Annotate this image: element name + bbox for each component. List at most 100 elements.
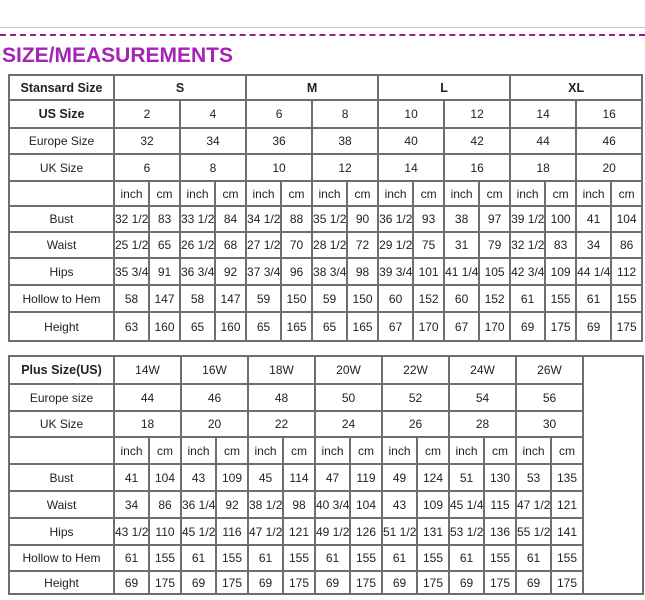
europe-size-value: 54 xyxy=(448,383,517,412)
measurement-value: 61 xyxy=(247,544,284,572)
unit-cm: cm xyxy=(148,436,182,465)
plus-size-value: 20W xyxy=(314,355,383,385)
unit-inch: inch xyxy=(247,436,284,465)
measurement-value: 124 xyxy=(416,463,450,492)
measurement-value: 175 xyxy=(483,570,517,595)
measurement-value: 35 3/4 xyxy=(113,257,150,286)
measurement-value: 175 xyxy=(349,570,383,595)
measurement-value: 147 xyxy=(148,284,181,313)
measurement-value: 79 xyxy=(478,231,512,259)
top-divider xyxy=(0,27,645,28)
uk-size-value: 20 xyxy=(575,153,644,182)
europe-size-value: 32 xyxy=(113,127,181,155)
measurement-value: 59 xyxy=(311,284,349,313)
measurement-value: 68 xyxy=(213,231,248,259)
us-size-value: 2 xyxy=(113,99,181,129)
measurement-value: 39 1/2 xyxy=(509,205,547,233)
unit-inch: inch xyxy=(377,180,415,207)
measurement-row-height: Height 63 160 65 160 65 165 65 165 67 170 67 170 69 17… xyxy=(8,311,644,342)
measurement-value: 61 xyxy=(180,544,217,572)
measurement-label: Waist xyxy=(8,231,115,259)
measurement-value: 47 1/2 xyxy=(247,517,284,546)
measurement-value: 42 3/4 xyxy=(509,257,547,286)
measurement-value: 36 3/4 xyxy=(179,257,216,286)
europe-size-label: Europe size xyxy=(8,383,115,412)
measurement-value: 61 xyxy=(314,544,351,572)
plus-size-value: 24W xyxy=(448,355,517,385)
measurement-value: 41 1/4 xyxy=(443,257,481,286)
measurement-value: 36 1/4 xyxy=(180,490,217,519)
plus-size-label: Plus Size(US) xyxy=(8,355,115,385)
measurement-value: 51 1/2 xyxy=(381,517,418,546)
europe-size-value: 46 xyxy=(180,383,249,412)
measurement-value: 130 xyxy=(483,463,517,492)
unit-inch: inch xyxy=(575,180,613,207)
measurement-value: 39 3/4 xyxy=(377,257,415,286)
unit-cm: cm xyxy=(483,436,517,465)
europe-size-value: 44 xyxy=(509,127,578,155)
unit-inch: inch xyxy=(311,180,349,207)
measurement-value: 69 xyxy=(314,570,351,595)
measurement-value: 175 xyxy=(148,570,182,595)
measurement-value: 98 xyxy=(282,490,316,519)
uk-size-row: UK Size 6 8 10 12 14 16 18 20 xyxy=(8,153,644,182)
us-size-value: 12 xyxy=(443,99,512,129)
measurement-label: Height xyxy=(8,570,115,595)
measurement-value: 49 xyxy=(381,463,418,492)
measurement-value: 175 xyxy=(416,570,450,595)
measurement-value: 32 1/2 xyxy=(113,205,150,233)
measurement-value: 45 xyxy=(247,463,284,492)
measurement-value: 53 xyxy=(515,463,552,492)
measurement-value: 93 xyxy=(412,205,446,233)
europe-size-row: Europe Size 32 34 36 38 40 42 44 46 xyxy=(8,127,644,155)
standard-size-label: Stansard Size xyxy=(8,74,115,101)
page-title: SIZE/MEASUREMENTS xyxy=(2,44,234,67)
measurement-value: 150 xyxy=(280,284,314,313)
measurement-value: 155 xyxy=(215,544,249,572)
measurement-value: 25 1/2 xyxy=(113,231,150,259)
measurement-value: 69 xyxy=(381,570,418,595)
measurement-value: 34 1/2 xyxy=(245,205,283,233)
unit-cm: cm xyxy=(215,436,249,465)
us-size-value: 16 xyxy=(575,99,644,129)
measurement-value: 58 xyxy=(113,284,150,313)
measurement-value: 175 xyxy=(544,311,578,342)
unit-cm: cm xyxy=(148,180,181,207)
measurement-value: 152 xyxy=(412,284,446,313)
measurement-value: 121 xyxy=(550,490,584,519)
measurement-label: Hollow to Hem xyxy=(8,284,115,313)
unit-cm: cm xyxy=(478,180,512,207)
measurement-value: 43 xyxy=(180,463,217,492)
measurement-row-hips: Hips 35 3/4 91 36 3/4 92 37 3/4 96 38 3/4 98 39 3… xyxy=(8,257,644,286)
europe-size-label: Europe Size xyxy=(8,127,115,155)
header-row: Plus Size(US) 14W 16W 18W 20W 22W 24W 26W xyxy=(8,355,644,595)
measurement-value: 105 xyxy=(478,257,512,286)
unit-inch: inch xyxy=(179,180,216,207)
measurement-label: Bust xyxy=(8,205,115,233)
plus-size-value: 26W xyxy=(515,355,584,385)
measurement-row-bust: Bust 32 1/2 83 33 1/2 84 34 1/2 88 35 1/2 90 36 1… xyxy=(8,205,644,233)
us-size-value: 10 xyxy=(377,99,446,129)
unit-cm: cm xyxy=(213,180,248,207)
uk-size-value: 6 xyxy=(113,153,181,182)
measurement-value: 61 xyxy=(113,544,150,572)
measurement-value: 72 xyxy=(346,231,380,259)
measurement-value: 47 xyxy=(314,463,351,492)
europe-size-value: 52 xyxy=(381,383,450,412)
measurement-value: 58 xyxy=(179,284,216,313)
uk-size-label: UK Size xyxy=(8,410,115,438)
uk-size-value: 16 xyxy=(443,153,512,182)
europe-size-value: 48 xyxy=(247,383,316,412)
measurement-value: 69 xyxy=(247,570,284,595)
measurement-value: 44 1/4 xyxy=(575,257,613,286)
unit-cm: cm xyxy=(349,436,383,465)
measurement-value: 45 1/4 xyxy=(448,490,485,519)
measurement-value: 67 xyxy=(377,311,415,342)
measurement-row-height: Height 69 175 69 175 69 175 69 175 69 175 69 175 69 17… xyxy=(8,570,643,595)
europe-size-value: 40 xyxy=(377,127,446,155)
unit-row: inch cm inch cm inch cm inch cm inch cm inch cm inch… xyxy=(8,180,644,207)
measurement-value: 28 1/2 xyxy=(311,231,349,259)
measurement-value: 75 xyxy=(412,231,446,259)
measurement-label: Hips xyxy=(8,517,115,546)
measurement-value: 53 1/2 xyxy=(448,517,485,546)
